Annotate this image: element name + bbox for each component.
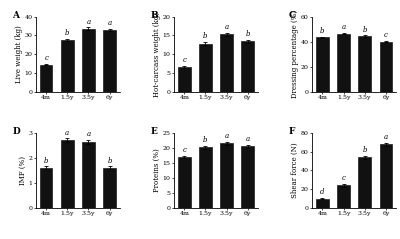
Y-axis label: IMF (%): IMF (%) [19,156,27,185]
Bar [178,157,191,208]
Text: d: d [320,188,325,196]
Text: b: b [203,32,208,40]
Text: D: D [12,127,20,136]
Text: a: a [224,23,229,31]
Text: a: a [246,135,250,143]
Bar [103,168,116,208]
Text: B: B [151,11,158,20]
Text: a: a [224,132,229,140]
Bar [337,185,350,208]
Text: a: a [342,23,346,31]
Text: b: b [246,30,250,38]
Bar [199,44,212,92]
Bar [40,168,52,208]
Bar [380,144,392,208]
Bar [220,34,233,92]
Bar [358,157,371,208]
Bar [316,37,329,92]
Text: b: b [44,157,48,165]
Y-axis label: Hot-carcass weight (kg): Hot-carcass weight (kg) [153,12,161,97]
Bar [199,147,212,208]
Bar [103,30,116,92]
Y-axis label: Dressing percentage (%): Dressing percentage (%) [291,10,299,98]
Text: c: c [182,146,186,154]
Text: b: b [320,27,325,35]
Text: a: a [86,17,90,26]
Y-axis label: Proteins (%): Proteins (%) [153,149,161,192]
Text: b: b [203,136,208,144]
Y-axis label: Live weight (kg): Live weight (kg) [15,25,23,83]
Bar [337,34,350,92]
Text: a: a [65,129,69,136]
Bar [316,199,329,208]
Text: C: C [289,11,296,20]
Text: E: E [151,127,158,136]
Text: c: c [44,54,48,62]
Bar [380,42,392,92]
Bar [82,142,95,208]
Y-axis label: Shear force (N): Shear force (N) [291,143,299,198]
Bar [241,147,254,208]
Text: c: c [342,174,346,182]
Bar [40,65,52,92]
Text: a: a [384,133,388,141]
Text: a: a [86,130,90,138]
Bar [82,29,95,92]
Text: b: b [107,157,112,165]
Text: b: b [65,29,70,37]
Bar [61,40,74,92]
Text: c: c [182,56,186,64]
Text: A: A [12,11,20,20]
Text: c: c [384,31,388,39]
Text: a: a [108,19,112,27]
Text: b: b [362,146,367,154]
Bar [241,41,254,92]
Bar [358,36,371,92]
Bar [220,143,233,208]
Bar [178,67,191,92]
Text: b: b [362,26,367,34]
Bar [61,141,74,208]
Text: F: F [289,127,295,136]
